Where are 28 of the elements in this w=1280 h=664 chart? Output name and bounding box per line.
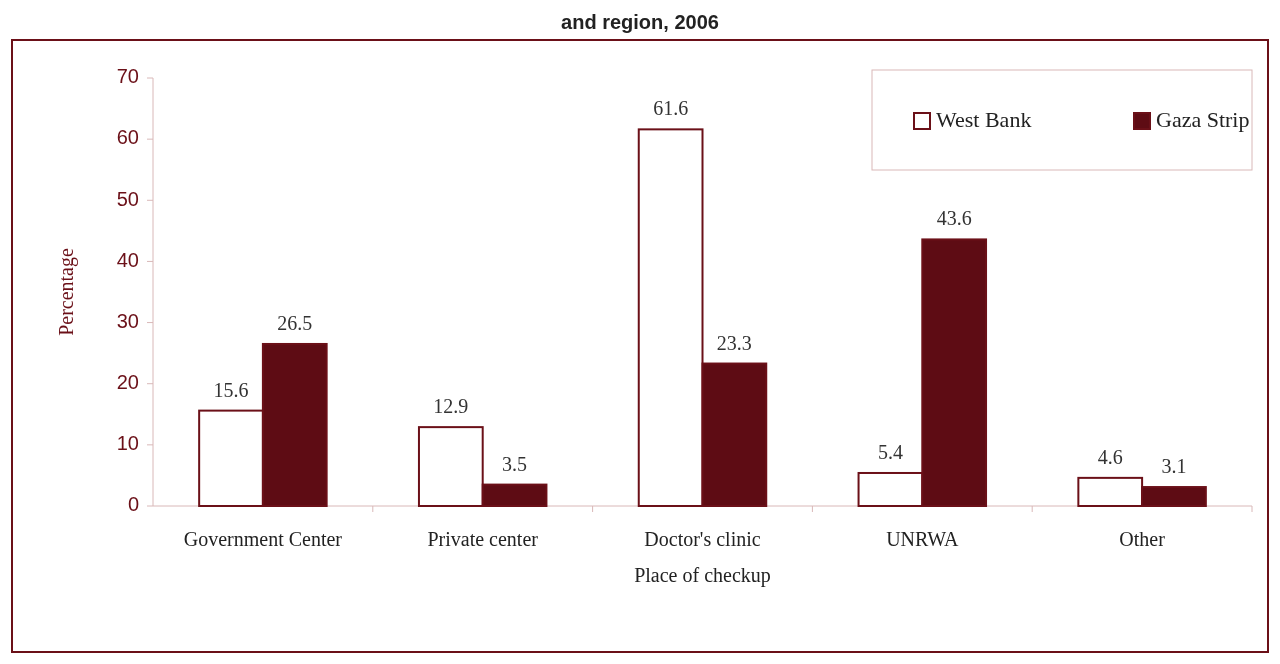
x-tick-label: Doctor's clinic bbox=[644, 528, 761, 550]
data-label: 43.6 bbox=[936, 207, 972, 230]
data-label: 5.4 bbox=[877, 440, 903, 463]
data-label: 23.3 bbox=[716, 331, 752, 354]
legend-label: Gaza Strip bbox=[1156, 107, 1250, 133]
data-label: 3.1 bbox=[1161, 455, 1187, 478]
data-label: 12.9 bbox=[433, 395, 469, 418]
y-tick-label: 70 bbox=[116, 65, 139, 88]
y-axis-title: Percentage bbox=[55, 248, 78, 336]
data-label: 4.6 bbox=[1097, 445, 1123, 468]
data-label: 15.6 bbox=[213, 378, 249, 401]
x-axis-title: Place of checkup bbox=[634, 564, 771, 587]
data-label: 61.6 bbox=[653, 97, 689, 120]
y-tick-label: 30 bbox=[116, 309, 139, 332]
x-tick-label: Other bbox=[1119, 528, 1166, 550]
y-tick-label: 60 bbox=[116, 126, 139, 149]
y-tick-label: 0 bbox=[127, 493, 139, 516]
data-label: 3.5 bbox=[502, 452, 528, 475]
y-tick-label: 50 bbox=[116, 187, 139, 210]
y-tick-label: 20 bbox=[116, 371, 139, 393]
chart-title: and region, 2006 bbox=[561, 11, 719, 34]
x-tick-label: Private center bbox=[427, 528, 539, 550]
y-tick-label: 10 bbox=[116, 432, 139, 455]
data-label: 26.5 bbox=[277, 311, 313, 334]
x-tick-label: UNRWA bbox=[886, 528, 959, 550]
x-tick-label: Government Center bbox=[183, 528, 343, 550]
legend-label: West Bank bbox=[936, 107, 1032, 133]
y-tick-label: 40 bbox=[116, 248, 139, 271]
